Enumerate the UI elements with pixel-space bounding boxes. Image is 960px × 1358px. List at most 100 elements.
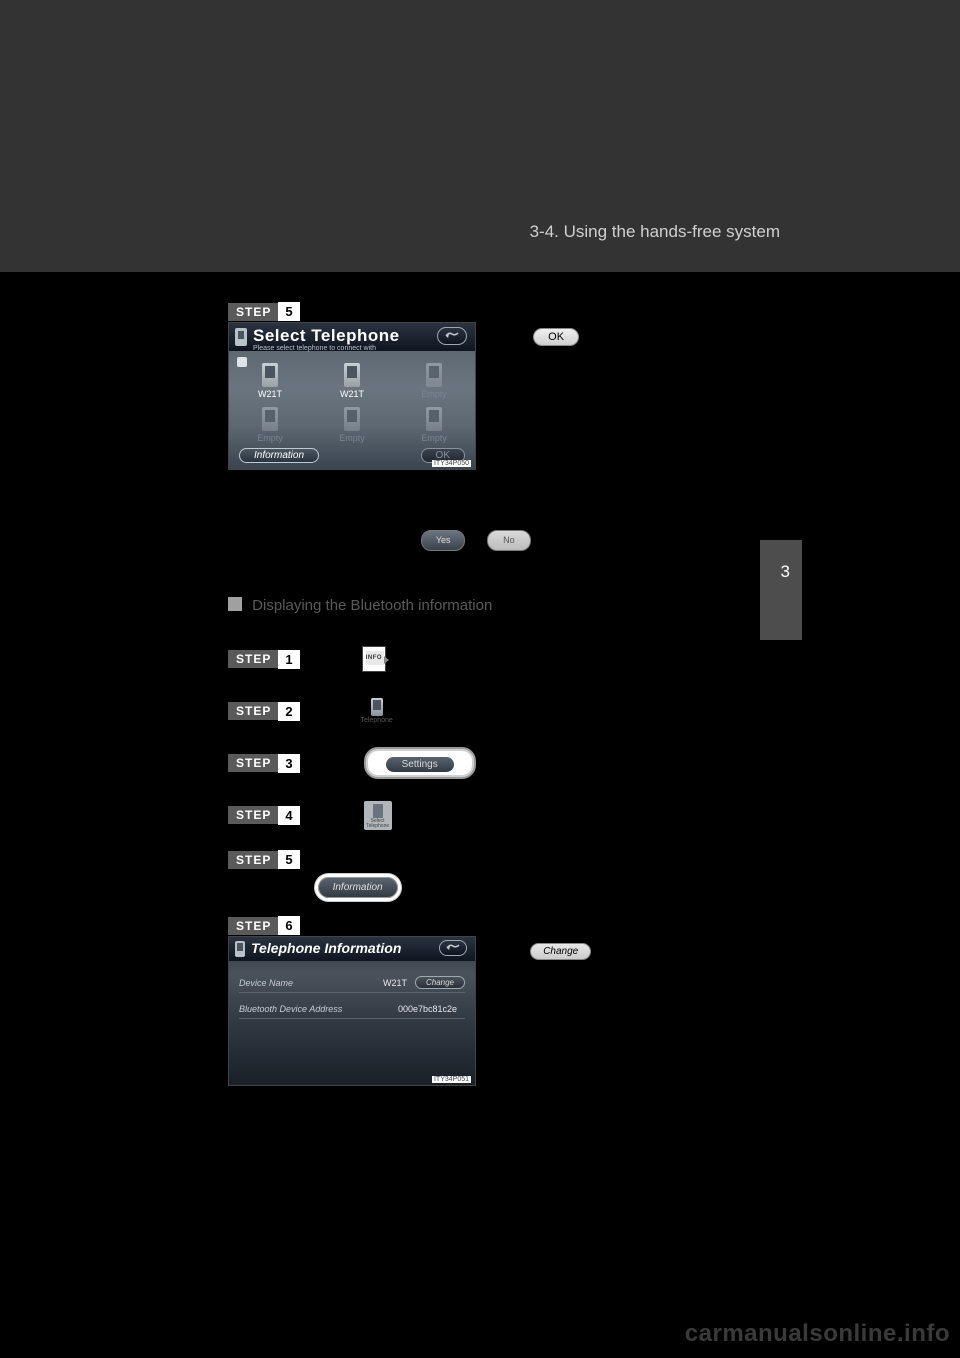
slot-label: Empty: [421, 389, 447, 399]
phone-slots: W21T W21T Empty Empty Empty Empty: [229, 357, 475, 445]
step-label: STEP: [228, 851, 278, 869]
step-badge-2: STEP 2: [228, 702, 300, 721]
screen-titlebar: Select Telephone Please select telephone…: [229, 323, 475, 351]
slot-label: Empty: [339, 433, 365, 443]
text: "Change name" screen.: [486, 960, 786, 977]
text: Press: [318, 651, 356, 668]
phone-icon: [344, 363, 360, 387]
step-badge-4: STEP 4: [228, 806, 300, 825]
image-id: ITY34P050: [432, 460, 471, 467]
content-area: STEP 5 Select Telephone Please select te…: [228, 302, 788, 1086]
text: .: [402, 877, 406, 894]
step-label: STEP: [228, 303, 278, 321]
step-label: STEP: [228, 650, 278, 668]
section-header: 3-4. Using the hands-free system: [530, 222, 780, 242]
step-badge-3: STEP 3: [228, 754, 300, 773]
fig1-instruction: Touch OK .: [486, 328, 786, 346]
screen-titlebar: Telephone Information: [229, 937, 475, 961]
text: Touch: [318, 703, 358, 720]
confirm-paragraph: If a different cellular phone is in use,…: [228, 502, 748, 553]
text: or: [469, 532, 487, 549]
slot-label: Empty: [421, 433, 447, 443]
row-value: W21T: [383, 978, 407, 988]
text-line: played. To disconnect, touch Yes or No .: [228, 528, 748, 554]
screen-title: Select Telephone: [253, 326, 400, 346]
section-heading: Displaying the Bluetooth information: [228, 597, 788, 614]
step-badge-5: STEP 5: [228, 302, 300, 321]
text: Touch: [486, 328, 533, 345]
screen-frame: Telephone Information Device Name W21T C…: [228, 936, 476, 1086]
step-number: 5: [278, 850, 299, 869]
step-row-2: STEP 2 Touch Telephone .: [228, 694, 788, 728]
text: Touch: [318, 807, 358, 824]
step-number: 4: [278, 806, 299, 825]
step-number: 3: [278, 754, 299, 773]
ok-pill: OK: [533, 328, 579, 346]
row-value: 000e7bc81c2e: [398, 1004, 457, 1014]
info-row-bt-address: Bluetooth Device Address 000e7bc81c2e: [239, 999, 465, 1019]
screen-frame: Select Telephone Please select telephone…: [228, 322, 476, 470]
fig2-instruction: Touch Change to display the "Change name…: [486, 942, 786, 977]
row-key: Bluetooth Device Address: [239, 1004, 342, 1014]
phone-icon: [426, 363, 442, 387]
select-telephone-icon[interactable]: SelectTelephone: [364, 801, 392, 830]
text: .: [396, 703, 400, 720]
icon-label: Telephone: [360, 717, 392, 724]
text: .: [392, 651, 396, 668]
text: Select the telephone to show its informa…: [318, 850, 678, 867]
header-band: [0, 0, 960, 272]
info-row-device-name: Device Name W21T Change: [239, 973, 465, 993]
yes-pill: Yes: [421, 530, 465, 551]
watermark: carmanualsonline.info: [685, 1320, 950, 1348]
step-number: 5: [278, 302, 299, 321]
phone-icon: [235, 941, 245, 957]
row-key: Device Name: [239, 978, 293, 988]
step-label: STEP: [228, 917, 278, 935]
slot-label: W21T: [340, 389, 364, 399]
text: Touch: [486, 942, 530, 959]
text: Touch: [318, 755, 358, 772]
phone-icon: [262, 363, 278, 387]
phone-slot-6[interactable]: Empty: [393, 401, 475, 445]
step-row-3: STEP 3 Touch Settings .: [228, 746, 788, 780]
button-label: INFO: [363, 655, 385, 661]
telephone-icon[interactable]: Telephone: [364, 698, 390, 724]
step-row-1: STEP 1 Press INFO .: [228, 642, 788, 676]
step-row-4: STEP 4 Touch SelectTelephone .: [228, 798, 788, 832]
button-label: Settings: [386, 757, 454, 772]
information-button[interactable]: Information: [239, 448, 319, 463]
information-pill[interactable]: Information: [318, 877, 398, 898]
phone-icon: [262, 407, 278, 431]
change-button[interactable]: Change: [415, 976, 465, 989]
back-button[interactable]: [437, 327, 467, 345]
step-badge-1: STEP 1: [228, 650, 300, 669]
text: .: [398, 807, 402, 824]
step-label: STEP: [228, 754, 278, 772]
heading-text: Displaying the Bluetooth information: [252, 597, 492, 614]
icon-label: Telephone: [366, 823, 389, 829]
figure-telephone-information: STEP 6 Telephone Information Device Name…: [228, 916, 476, 1086]
info-hardware-button[interactable]: INFO: [362, 646, 386, 672]
no-pill: No: [487, 530, 531, 551]
slot-label: W21T: [258, 389, 282, 399]
phone-slot-1[interactable]: W21T: [229, 357, 311, 401]
manual-page: 3-4. Using the hands-free system 3 STEP …: [0, 0, 960, 1358]
step-number: 2: [278, 702, 299, 721]
phone-icon: [344, 407, 360, 431]
phone-slot-3[interactable]: Empty: [393, 357, 475, 401]
back-button[interactable]: [439, 940, 467, 956]
figure-select-telephone: STEP 5 Select Telephone Please select te…: [228, 302, 476, 470]
phone-slot-2[interactable]: W21T: [311, 357, 393, 401]
step-badge-5b: STEP 5: [228, 850, 300, 869]
settings-button[interactable]: Settings: [364, 747, 476, 779]
phone-slot-5[interactable]: Empty: [311, 401, 393, 445]
step-number: 6: [278, 916, 299, 935]
square-bullet-icon: [228, 597, 242, 611]
step-row-5: STEP 5 Select the telephone to show its …: [228, 850, 788, 898]
figure-telephone-information-wrap: STEP 6 Telephone Information Device Name…: [228, 916, 788, 1086]
text: to display the: [595, 942, 683, 959]
phone-slot-4[interactable]: Empty: [229, 401, 311, 445]
step-badge-6: STEP 6: [228, 916, 300, 935]
step-label: STEP: [228, 806, 278, 824]
step-label: STEP: [228, 702, 278, 720]
